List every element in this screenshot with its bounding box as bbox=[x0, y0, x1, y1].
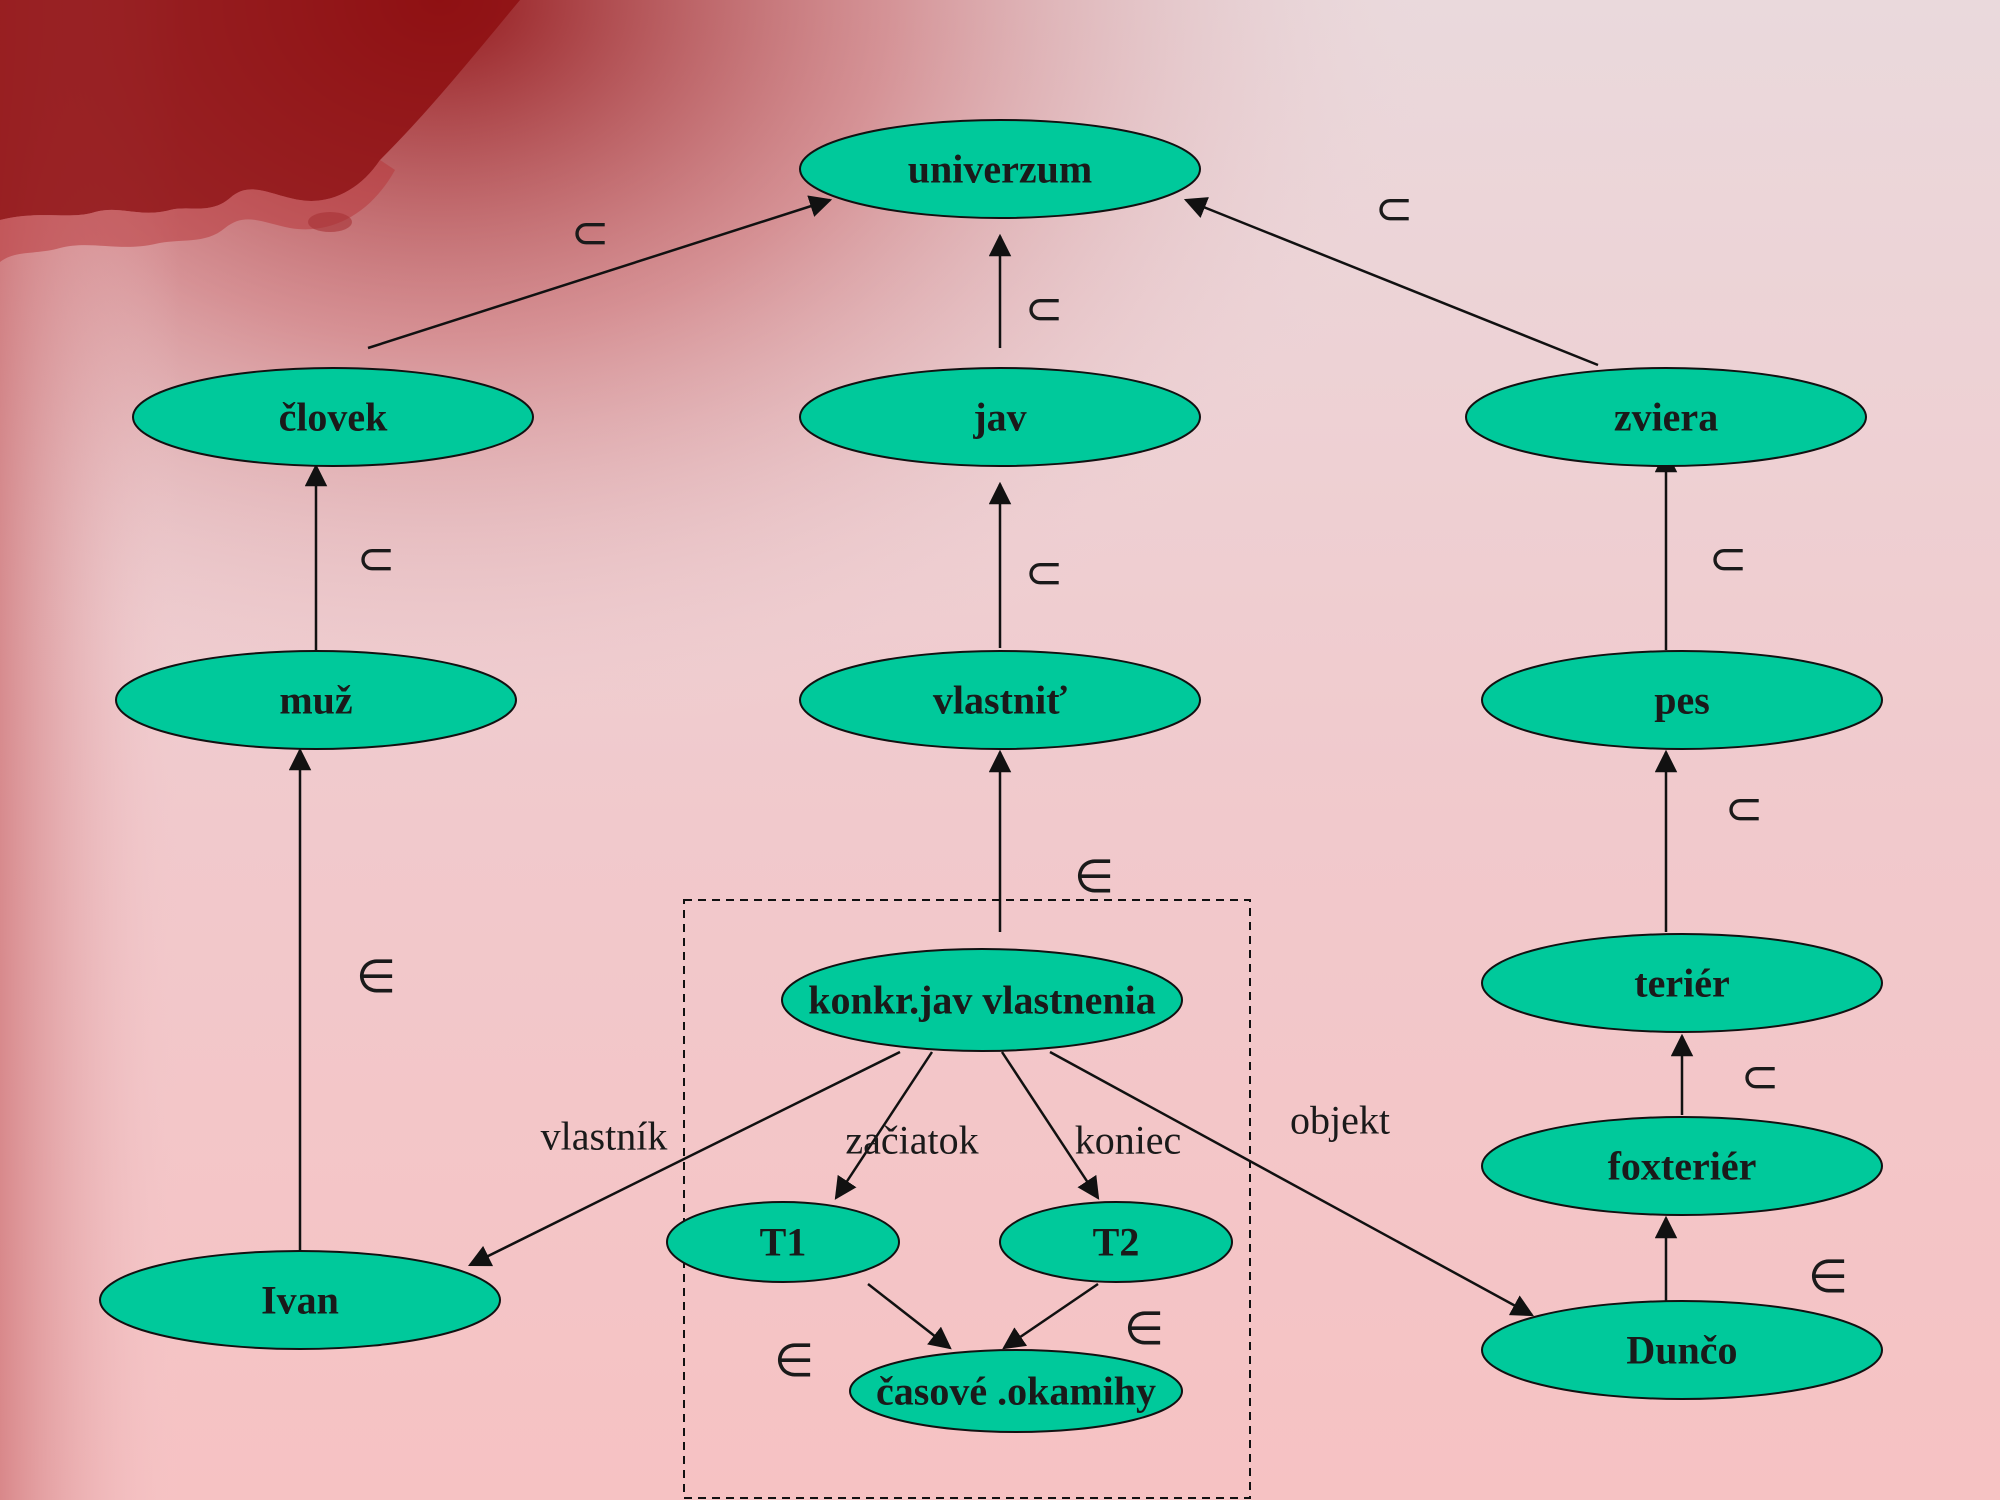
node-dunco-label: Dunčo bbox=[1626, 1328, 1737, 1373]
node-pes-label: pes bbox=[1654, 678, 1710, 723]
edges bbox=[288, 195, 1694, 1350]
label-zaciatok: začiatok bbox=[845, 1118, 978, 1163]
node-jav-label: jav bbox=[972, 395, 1026, 440]
node-muz: muž bbox=[115, 650, 517, 750]
node-konkr-jav-vlastnenia: konkr.jav vlastnenia bbox=[781, 948, 1183, 1052]
node-ivan-label: Ivan bbox=[261, 1278, 339, 1323]
node-pes: pes bbox=[1481, 650, 1883, 750]
symbol-clovek-univerzum: ⊂ bbox=[571, 205, 610, 259]
instance-group-box bbox=[683, 899, 1251, 1499]
node-clovek: človek bbox=[132, 367, 534, 467]
nodes: univerzum človek jav zviera muž vlastniť… bbox=[99, 119, 1883, 1433]
symbol-jav-univerzum: ⊂ bbox=[1025, 281, 1064, 335]
node-ivan: Ivan bbox=[99, 1250, 501, 1350]
symbol-pes-zviera: ⊂ bbox=[1709, 531, 1748, 585]
node-foxterier-label: foxteriér bbox=[1608, 1144, 1757, 1189]
node-clovek-label: človek bbox=[279, 395, 389, 440]
node-foxterier: foxteriér bbox=[1481, 1116, 1883, 1216]
node-t1-label: T1 bbox=[760, 1220, 807, 1265]
node-t2-label: T2 bbox=[1093, 1220, 1140, 1265]
node-zviera-label: zviera bbox=[1614, 395, 1718, 440]
node-vlastnit: vlastniť bbox=[799, 650, 1201, 750]
edge-konkr-dunco bbox=[1049, 1050, 1534, 1317]
symbol-zviera-univerzum: ⊂ bbox=[1375, 181, 1414, 235]
node-dunco: Dunčo bbox=[1481, 1300, 1883, 1400]
edge-t1-casove bbox=[867, 1283, 952, 1350]
edge-t2-casove bbox=[1002, 1282, 1099, 1350]
node-muz-label: muž bbox=[279, 678, 352, 723]
symbol-dunco-foxterier: ∈ bbox=[1808, 1249, 1848, 1303]
label-koniec: koniec bbox=[1075, 1118, 1182, 1163]
node-t1: T1 bbox=[666, 1201, 900, 1283]
edge-labels: vlastník začiatok koniec objekt bbox=[541, 1098, 1390, 1163]
node-terier-label: teriér bbox=[1634, 961, 1729, 1006]
node-t2: T2 bbox=[999, 1201, 1233, 1283]
edge-konkr-t1 bbox=[834, 1051, 934, 1200]
node-univerzum-label: univerzum bbox=[908, 147, 1092, 192]
label-vlastnik: vlastník bbox=[541, 1114, 668, 1159]
symbol-t2-casove: ∈ bbox=[1124, 1301, 1164, 1355]
label-objekt: objekt bbox=[1290, 1098, 1390, 1143]
edge-konkr-t2 bbox=[1000, 1051, 1100, 1200]
symbol-konkr-vlastnit: ∈ bbox=[1074, 849, 1114, 903]
edge-clovek-univerzum bbox=[367, 195, 833, 350]
node-casove-okamihy: časové .okamihy bbox=[849, 1349, 1183, 1433]
edge-konkr-ivan bbox=[467, 1050, 901, 1267]
symbol-terier-pes: ⊂ bbox=[1725, 781, 1764, 835]
edge-zviera-univerzum bbox=[1183, 197, 1599, 367]
node-jav: jav bbox=[799, 367, 1201, 467]
symbol-foxterier-terier: ⊂ bbox=[1741, 1049, 1780, 1103]
node-univerzum: univerzum bbox=[799, 119, 1201, 219]
symbol-vlastnit-jav: ⊂ bbox=[1025, 545, 1064, 599]
symbol-muz-clovek: ⊂ bbox=[357, 531, 396, 585]
edge-symbols: ⊂ ⊂ ⊂ ⊂ ⊂ ⊂ ∈ ∈ ⊂ ⊂ ∈ ∈ ∈ bbox=[356, 181, 1848, 1387]
node-vlastnit-label: vlastniť bbox=[933, 678, 1067, 723]
node-konkr-label: konkr.jav vlastnenia bbox=[808, 978, 1156, 1023]
node-zviera: zviera bbox=[1465, 367, 1867, 467]
node-terier: teriér bbox=[1481, 933, 1883, 1033]
symbol-ivan-muz: ∈ bbox=[356, 949, 396, 1003]
node-casove-label: časové .okamihy bbox=[876, 1369, 1156, 1414]
symbol-t1-casove: ∈ bbox=[774, 1333, 814, 1387]
